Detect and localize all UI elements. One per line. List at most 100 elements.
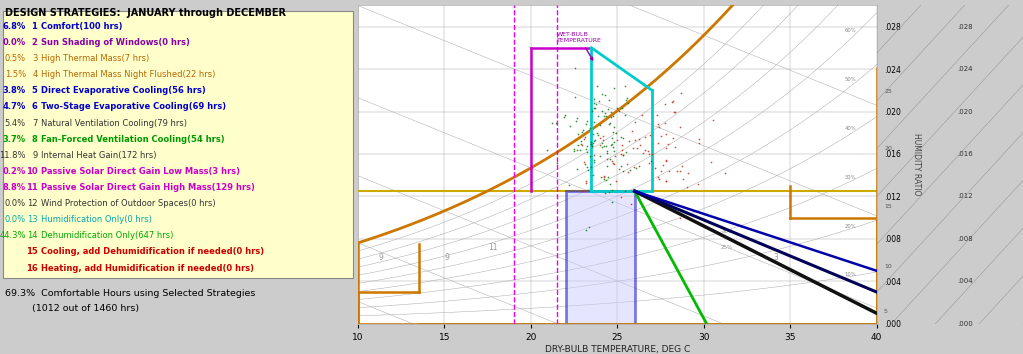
Point [596, 190, 613, 196]
Text: 1.5%: 1.5% [5, 70, 26, 79]
Text: .004: .004 [958, 279, 973, 284]
Point [585, 152, 602, 158]
Point [581, 153, 597, 159]
Point [613, 152, 629, 157]
Text: Direct Evaporative Cooling(56 hrs): Direct Evaporative Cooling(56 hrs) [41, 86, 206, 95]
Text: 15: 15 [884, 204, 892, 209]
Point [601, 189, 617, 195]
Point [611, 166, 627, 172]
Point [543, 120, 560, 126]
Point [673, 90, 690, 96]
Point [633, 113, 650, 118]
Point [614, 105, 630, 111]
Point [661, 169, 677, 174]
Point [605, 129, 621, 135]
Point [615, 152, 631, 158]
Point [608, 178, 624, 184]
Point [613, 164, 629, 169]
Point [547, 120, 564, 126]
Text: 6: 6 [32, 103, 38, 112]
Point [566, 148, 582, 154]
Point [593, 91, 610, 97]
Point [606, 139, 622, 145]
Text: 4.7%: 4.7% [3, 103, 26, 112]
Point [717, 171, 733, 176]
Point [669, 168, 685, 173]
Point [569, 166, 585, 171]
Point [580, 167, 596, 173]
Point [579, 118, 595, 124]
Point [583, 164, 599, 170]
Point [602, 156, 618, 161]
Text: High Thermal Mass(7 hrs): High Thermal Mass(7 hrs) [41, 54, 149, 63]
Text: 5.4%: 5.4% [5, 119, 26, 127]
Point [658, 157, 674, 162]
Text: High Thermal Mass Night Flushed(22 hrs): High Thermal Mass Night Flushed(22 hrs) [41, 70, 215, 79]
Point [690, 181, 706, 186]
Point [620, 101, 636, 106]
Point [627, 119, 643, 125]
Text: 0.0%: 0.0% [3, 38, 26, 47]
Text: 4: 4 [32, 70, 38, 79]
Point [621, 138, 637, 144]
Point [614, 143, 630, 148]
Point [625, 145, 641, 151]
Point [575, 127, 591, 133]
Point [596, 177, 613, 182]
Point [655, 162, 671, 168]
Point [584, 108, 601, 114]
Point [570, 131, 586, 137]
Point [657, 120, 673, 126]
Text: 60%: 60% [844, 28, 856, 33]
Point [578, 178, 594, 183]
Point [643, 159, 660, 164]
Text: 69.3%  Comfortable Hours using Selected Strategies: 69.3% Comfortable Hours using Selected S… [5, 289, 256, 297]
Text: 50%: 50% [844, 77, 856, 82]
Point [611, 108, 627, 114]
Point [667, 144, 683, 150]
Text: Passive Solar Direct Gain Low Mass(3 hrs): Passive Solar Direct Gain Low Mass(3 hrs… [41, 167, 240, 176]
Point [587, 105, 604, 111]
Point [602, 120, 618, 126]
Text: 10: 10 [26, 167, 38, 176]
Point [664, 99, 680, 105]
Point [624, 128, 640, 133]
Point [641, 151, 658, 156]
Point [660, 142, 676, 147]
Text: Heating, add Humidification if needed(0 hrs): Heating, add Humidification if needed(0 … [41, 263, 254, 273]
Point [658, 178, 674, 183]
Point [585, 172, 602, 178]
Point [658, 131, 674, 137]
Point [650, 121, 666, 127]
Point [589, 130, 606, 135]
Text: 10%: 10% [844, 273, 856, 278]
Point [627, 165, 643, 171]
Point [578, 227, 594, 233]
Text: 3: 3 [773, 253, 777, 262]
Text: 25: 25 [884, 89, 892, 94]
Point [650, 140, 666, 146]
Text: 30%: 30% [721, 229, 733, 234]
Point [604, 187, 620, 193]
Point [585, 105, 602, 111]
Point [590, 132, 607, 138]
Point [597, 110, 614, 116]
Point [573, 142, 589, 147]
Point [652, 124, 668, 130]
Point [584, 143, 601, 149]
Point [607, 153, 623, 158]
Point [597, 177, 614, 183]
Point [578, 147, 594, 152]
Point [595, 137, 612, 143]
Point [569, 148, 585, 153]
Point [592, 122, 609, 128]
Text: Natural Ventilation Cooling(79 hrs): Natural Ventilation Cooling(79 hrs) [41, 119, 187, 127]
Point [664, 135, 680, 141]
Point [598, 156, 615, 161]
Text: 40%: 40% [844, 126, 856, 131]
Text: Passive Solar Direct Gain High Mass(129 hrs): Passive Solar Direct Gain High Mass(129 … [41, 183, 255, 192]
Point [647, 165, 663, 171]
Point [606, 160, 622, 166]
Point [599, 175, 616, 180]
Text: Humidification Only(0 hrs): Humidification Only(0 hrs) [41, 215, 151, 224]
